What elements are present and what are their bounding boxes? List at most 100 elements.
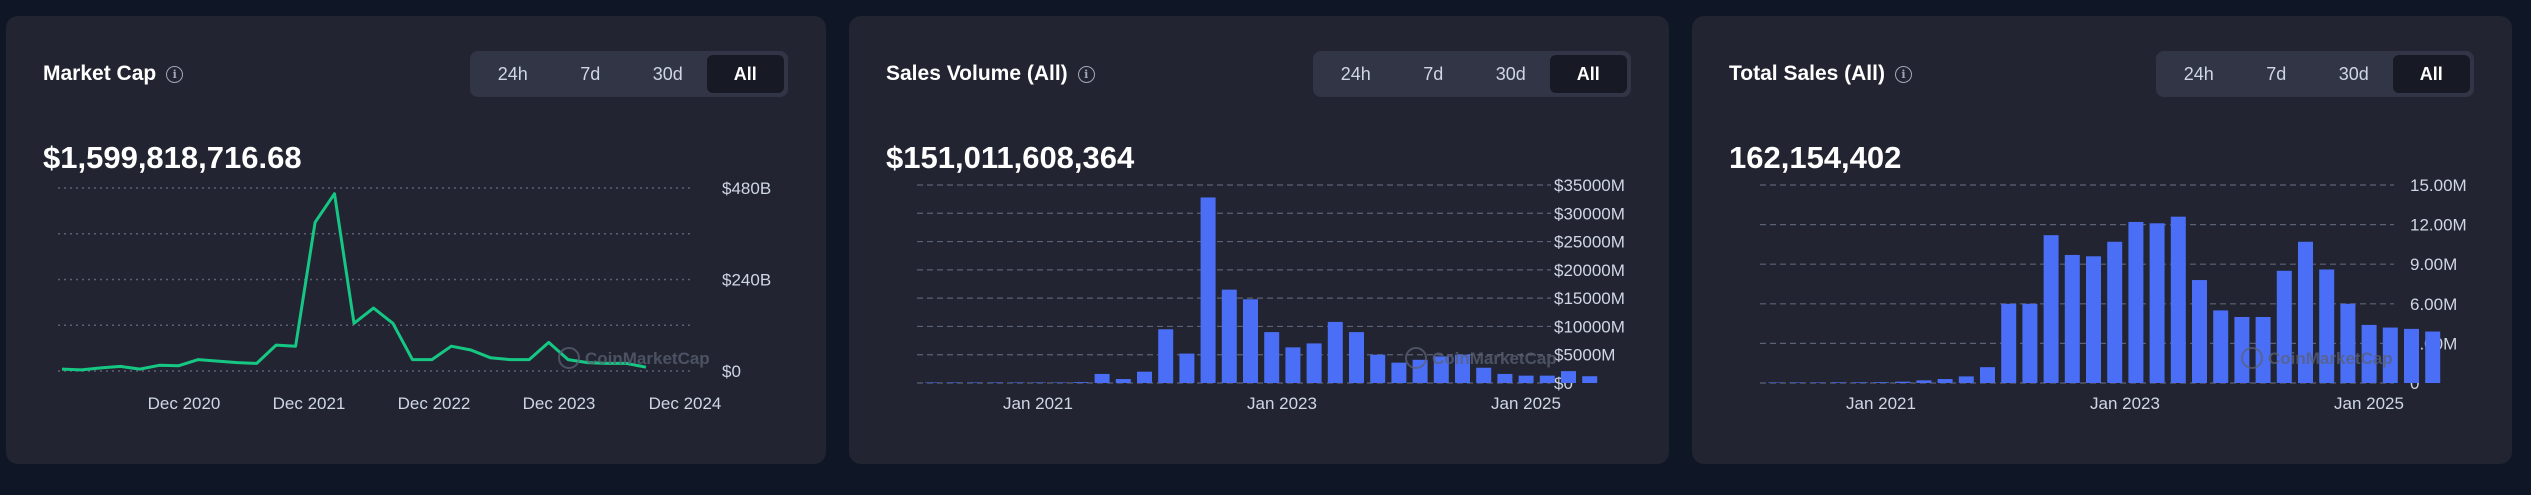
- bar: [1094, 373, 1110, 383]
- range-7d-button[interactable]: 7d: [2266, 63, 2287, 84]
- watermark-text: CoinMarketCap: [585, 349, 710, 368]
- y-tick-label: $5000M: [1554, 346, 1615, 365]
- range-7d-button[interactable]: 7d: [580, 63, 601, 84]
- coinmarketcap-logo-icon: [1405, 347, 1427, 369]
- bar: [946, 382, 962, 383]
- bar: [2022, 303, 2038, 383]
- bar: [2149, 223, 2165, 383]
- info-circle-icon[interactable]: i: [1894, 65, 1912, 83]
- bar: [1243, 299, 1258, 383]
- coinmarketcap-logo-icon: [2241, 347, 2263, 369]
- bar: [1306, 343, 1322, 383]
- bar: [1009, 382, 1025, 383]
- range-7d-button[interactable]: 7d: [1423, 63, 1444, 84]
- coinmarketcap-watermark: CoinMarketCap: [1405, 347, 1557, 369]
- y-tick-label: $0: [722, 362, 741, 381]
- bar: [2298, 241, 2313, 383]
- y-tick-label: $30000M: [1554, 204, 1625, 223]
- bar: [1455, 354, 1470, 383]
- bar: [1031, 382, 1046, 383]
- bar: [1349, 332, 1364, 383]
- bar: [1768, 382, 1783, 383]
- bar: [2213, 310, 2229, 383]
- x-tick-label: Jan 2025: [1491, 394, 1561, 413]
- bar: [2128, 221, 2144, 383]
- x-tick-label: Dec 2020: [148, 394, 221, 413]
- bar: [1789, 382, 1805, 383]
- bar: [1810, 382, 1826, 383]
- bar: [1497, 373, 1513, 383]
- x-tick-label: Jan 2023: [1247, 394, 1317, 413]
- x-tick-label: Jan 2021: [1003, 394, 1073, 413]
- range-all-button[interactable]: All: [2392, 55, 2470, 93]
- range-all-button[interactable]: All: [1549, 55, 1627, 93]
- market-cap-series-line: [61, 192, 647, 372]
- range-24h-button[interactable]: 24h: [2183, 63, 2214, 84]
- range-24h-button[interactable]: 24h: [1340, 63, 1371, 84]
- sales-volume-card: Sales Volume (All) i 24h 7d 30d All $151…: [849, 16, 1669, 464]
- x-tick-label: Dec 2022: [398, 394, 471, 413]
- info-circle-icon[interactable]: i: [1077, 65, 1095, 83]
- bar: [2043, 235, 2059, 383]
- bar: [1158, 329, 1174, 383]
- y-tick-label: 0: [2410, 374, 2419, 393]
- bar: [2276, 270, 2292, 383]
- time-range-selector: 24h 7d 30d All: [470, 51, 788, 97]
- bar: [1052, 382, 1068, 383]
- range-30d-button[interactable]: 30d: [1495, 63, 1526, 84]
- y-tick-label: 6.00M: [2410, 295, 2457, 314]
- card-title: Total Sales (All) i: [1729, 62, 1912, 86]
- bar: [2064, 254, 2080, 383]
- range-all-button[interactable]: All: [706, 55, 784, 93]
- range-24h-button[interactable]: 24h: [497, 63, 528, 84]
- x-tick-label: Jan 2021: [1846, 394, 1916, 413]
- coinmarketcap-watermark: CoinMarketCap: [2241, 347, 2393, 369]
- bar: [967, 382, 983, 383]
- bar: [2340, 303, 2356, 383]
- bar: [1937, 379, 1953, 383]
- sales-volume-value: $151,011,608,364: [886, 140, 1135, 175]
- y-tick-label: 15.00M: [2410, 176, 2467, 195]
- bar: [2086, 256, 2101, 383]
- range-30d-button[interactable]: 30d: [652, 63, 683, 84]
- y-tick-label: $20000M: [1554, 261, 1625, 280]
- bar: [2404, 328, 2419, 383]
- bar: [1895, 381, 1911, 383]
- card-title: Market Cap i: [43, 62, 184, 86]
- bar: [988, 382, 1004, 383]
- watermark-text: CoinMarketCap: [2268, 349, 2393, 368]
- bar: [1285, 347, 1301, 383]
- bar: [2361, 324, 2377, 383]
- bar: [1221, 289, 1237, 383]
- info-circle-icon[interactable]: i: [166, 65, 184, 83]
- market-cap-card: Market Cap i 24h 7d 30d All $1,599,818,7…: [6, 16, 826, 464]
- y-tick-label: $25000M: [1554, 233, 1625, 252]
- card-title-text: Sales Volume (All): [886, 62, 1068, 85]
- watermark-text: CoinMarketCap: [1432, 349, 1557, 368]
- bar: [2319, 269, 2335, 383]
- range-30d-button[interactable]: 30d: [2338, 63, 2369, 84]
- bar: [2001, 303, 2017, 383]
- bar: [2107, 241, 2123, 383]
- y-tick-label: $35000M: [1554, 176, 1625, 195]
- bar: [1874, 382, 1889, 383]
- bar: [1179, 353, 1195, 383]
- card-title-text: Market Cap: [43, 62, 157, 85]
- time-range-selector: 24h 7d 30d All: [1313, 51, 1631, 97]
- bar: [1958, 376, 1974, 383]
- y-tick-label: 12.00M: [2410, 216, 2467, 235]
- coinmarketcap-watermark: CoinMarketCap: [558, 347, 710, 369]
- bar: [1327, 321, 1343, 383]
- total-sales-card: Total Sales (All) i 24h 7d 30d All 162,1…: [1692, 16, 2512, 464]
- bar: [1115, 379, 1131, 383]
- coinmarketcap-logo-icon: [558, 347, 580, 369]
- bar: [1433, 356, 1449, 383]
- bar: [1476, 367, 1492, 383]
- y-tick-label: $240B: [722, 271, 771, 290]
- y-tick-label: $480B: [722, 179, 771, 198]
- bar: [2170, 216, 2186, 383]
- x-tick-label: Dec 2021: [273, 394, 346, 413]
- sales-volume-chart: $0$5000M$10000M$15000M$20000M$25000M$300…: [917, 176, 1625, 413]
- bar: [1200, 197, 1216, 383]
- y-tick-label: $10000M: [1554, 317, 1625, 336]
